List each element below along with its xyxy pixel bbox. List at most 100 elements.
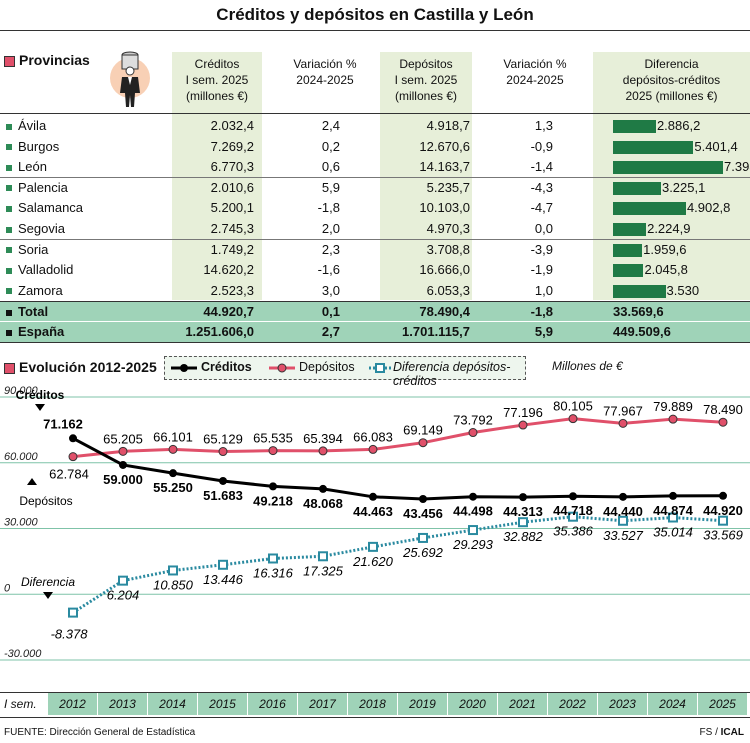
diferencia-point [468,525,478,536]
table-row: Segovia 2.745,3 2,0 4.970,3 0,0 2.224,9 [0,219,750,239]
page-title: Créditos y depósitos en Castilla y León [0,0,750,31]
depositos-point [718,417,728,427]
creditos-data-label: 43.456 [403,506,443,521]
creditos-value: 6.770,3 [210,159,254,175]
arrow-down-icon [43,592,53,599]
var-depositos-value: 0,0 [534,221,553,236]
diferencia-value: 1.959,6 [643,241,687,257]
depositos-data-label: 73.792 [453,413,493,428]
diferencia-line [72,515,724,614]
diferencia-point [368,541,378,552]
creditos-point [69,434,77,443]
creditos-data-label: 44.440 [603,504,643,519]
x-tick-label: 2025 [698,693,747,715]
province-name: Segovia [18,221,65,236]
creditos-value: 1.749,2 [210,241,254,257]
depositos-column-bg [380,52,472,300]
legend-depositos-icon [269,363,295,373]
province-name: Palencia [18,179,68,195]
diferencia-bar [613,243,643,257]
table-row: Zamora 2.523,3 3,0 6.053,3 1,0 3.530 [0,281,750,301]
depositos-data-label: 80.105 [553,399,593,414]
x-axis-label: I sem. [4,697,37,711]
diferencia-point [68,607,78,618]
y-tick-label: 30.000 [4,517,39,529]
chart-legend: Créditos Depósitos Diferencia depósitos-… [164,356,526,388]
units-label: Millones de € [552,359,623,373]
creditos-data-label: 55.250 [153,480,193,495]
x-tick-label: 2021 [498,693,547,715]
square-icon [6,185,12,192]
header-creditos: Créditos I sem. 2025 (millones €) [185,57,249,103]
diferencia-data-label: 35.386 [553,524,594,539]
diferencia-point [118,575,128,586]
diferencia-value: 2.045,8 [644,262,688,278]
creditos-value: 14.620,2 [203,262,254,278]
creditos-point [669,491,677,500]
legend-diferencia: Diferencia depósitos-créditos [393,360,511,388]
creditos-point [469,492,477,501]
diferencia-data-label: 33.569 [703,528,743,543]
depositos-data-label: 78.490 [703,402,743,417]
creditos-annotation: Créditos [16,388,65,402]
provinces-header: Provincias [4,52,90,68]
x-tick-label: 2015 [198,693,247,715]
var-depositos-value: -0,9 [530,138,553,154]
y-tick-label: 90.000 [4,385,39,397]
depositos-value: 16.666,0 [419,262,470,278]
x-tick-label: 2017 [298,693,347,715]
legend-creditos: Créditos [201,360,252,374]
var-depositos-value: 1,0 [534,282,553,298]
creditos-point [569,492,577,501]
x-tick-label: 2016 [248,693,297,715]
depositos-point [518,420,528,430]
depositos-point [618,418,628,428]
province-name: Zamora [18,282,63,298]
table-row: Palencia 2.010,6 5,9 5.235,7 -4,3 3.225,1 [0,178,750,198]
var-creditos-value: 2,0 [321,221,340,236]
legend-depositos: Depósitos [299,360,355,374]
depositos-line [72,417,724,459]
depositos-value: 6.053,3 [426,282,470,298]
depositos-point [418,438,428,448]
diferencia-point [218,559,228,570]
creditos-data-label: 44.718 [553,503,593,518]
arrow-down-icon [35,404,45,411]
depositos-data-label: 69.149 [403,423,443,438]
var-depositos-value: -4,3 [530,179,553,195]
depositos-value: 4.970,3 [426,221,470,236]
var-creditos-value: 0,6 [321,159,340,175]
square-icon [6,247,12,254]
var-creditos-value: 3,0 [321,282,340,298]
square-icon [4,362,15,374]
spain-row: España 1.251.606,0 2,7 1.701.115,7 5,9 4… [0,321,750,343]
var-depositos-value: 1,3 [534,118,553,133]
y-tick-label: 60.000 [4,451,39,463]
table-header-divider [0,113,750,114]
depositos-data-label: 79.889 [653,399,693,414]
creditos-point [169,469,177,478]
credit-footer: FS / ICAL [699,727,744,738]
creditos-data-label: 49.218 [253,493,293,508]
diferencia-value: 3.225,1 [661,179,706,195]
x-tick-label: 2020 [448,693,497,715]
creditos-value: 2.523,3 [210,282,254,298]
diferencia-point [668,512,678,523]
diferencia-data-label: 6.204 [107,588,140,603]
depositos-value: 3.708,8 [426,241,470,257]
creditos-data-label: 44.463 [353,504,393,519]
total-row: Total 44.920,7 0,1 78.490,4 -1,8 33.569,… [0,301,750,321]
diferencia-data-label: 35.014 [653,525,693,540]
var-depositos-value: -1,4 [530,159,553,175]
creditos-column-bg [172,52,262,300]
diferencia-data-label: 16.316 [253,565,294,580]
table-row: Ávila 2.032,4 2,4 4.918,7 1,3 2.886,2 [0,116,750,136]
square-icon [6,288,12,295]
diferencia-value: 3.530 [666,282,700,298]
diferencia-bar [613,140,694,154]
depositos-point [218,447,228,457]
square-icon [6,226,12,233]
province-name: Ávila [18,118,47,133]
diferencia-bar [613,223,647,236]
diferencia-bar [613,264,644,278]
